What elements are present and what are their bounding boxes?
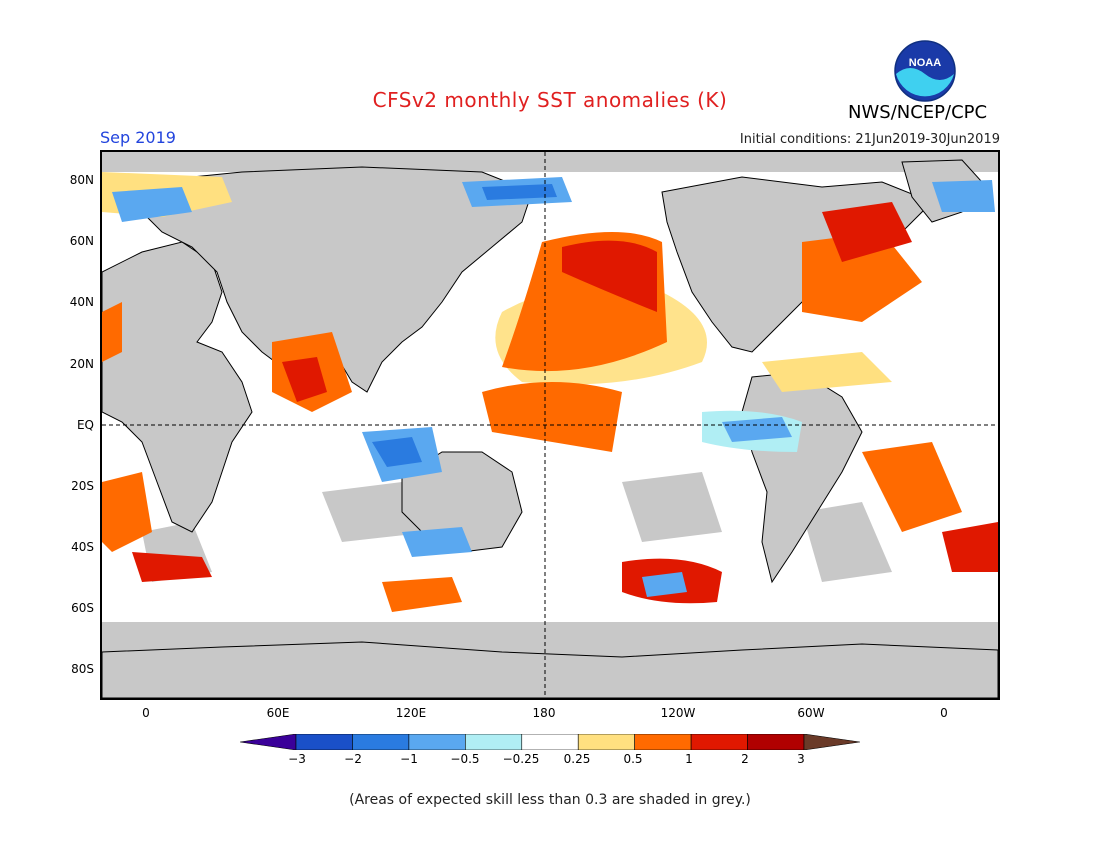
colorbar-tick: −0.5 bbox=[450, 752, 480, 766]
colorbar-tick: 3 bbox=[797, 752, 805, 766]
lon-label-0-right: 0 bbox=[940, 706, 948, 720]
lat-label-20s: 20S bbox=[71, 479, 94, 493]
lat-label-60s: 60S bbox=[71, 601, 94, 615]
map-title: CFSv2 monthly SST anomalies (K) bbox=[372, 88, 728, 112]
sst-anomaly-map bbox=[100, 150, 1000, 700]
colorbar-tick: 0.5 bbox=[623, 752, 643, 766]
svg-text:NOAA: NOAA bbox=[909, 57, 941, 69]
colorbar-tick: 0.25 bbox=[563, 752, 591, 766]
lon-label-120w: 120W bbox=[660, 706, 696, 720]
antarctica-land bbox=[102, 641, 998, 698]
colorbar-segment bbox=[747, 733, 805, 751]
lat-label-20n: 20N bbox=[69, 357, 94, 371]
lon-label-60e: 60E bbox=[266, 706, 290, 720]
lat-label-40s: 40S bbox=[71, 540, 94, 554]
colorbar-min-triangle bbox=[239, 733, 297, 751]
lat-label-eq: EQ bbox=[76, 418, 94, 432]
lat-label-80n: 80N bbox=[69, 173, 94, 187]
colorbar-tick: 1 bbox=[685, 752, 693, 766]
warm-anomalies bbox=[102, 172, 998, 612]
colorbar-tick: −0.25 bbox=[502, 752, 540, 766]
colorbar-segment bbox=[577, 733, 635, 751]
colorbar-segment bbox=[465, 733, 523, 751]
continents bbox=[102, 159, 998, 698]
lat-label-60n: 60N bbox=[69, 234, 94, 248]
colorbar-segment bbox=[521, 733, 579, 751]
skill-footnote: (Areas of expected skill less than 0.3 a… bbox=[349, 792, 751, 808]
australia-land bbox=[401, 451, 523, 553]
agency-label: NWS/NCEP/CPC bbox=[848, 102, 988, 123]
colorbar-tick: −1 bbox=[400, 752, 418, 766]
cool-anomalies bbox=[112, 177, 995, 597]
lon-label-60w: 60W bbox=[797, 706, 825, 720]
colorbar-tick: −3 bbox=[288, 752, 306, 766]
forecast-month: Sep 2019 bbox=[100, 128, 176, 147]
colorbar-segment bbox=[634, 733, 692, 751]
lat-label-40n: 40N bbox=[69, 295, 94, 309]
colorbar-tick: −2 bbox=[344, 752, 362, 766]
colorbar-segment bbox=[295, 733, 353, 751]
lon-label-180: 180 bbox=[532, 706, 556, 720]
lat-label-80s: 80S bbox=[71, 662, 94, 676]
lon-label-120e: 120E bbox=[395, 706, 427, 720]
colorbar-tick: 2 bbox=[741, 752, 749, 766]
colorbar-segment bbox=[690, 733, 748, 751]
colorbar-segment bbox=[352, 733, 410, 751]
noaa-logo: NOAA bbox=[894, 40, 956, 102]
colorbar bbox=[239, 733, 861, 751]
initial-conditions: Initial conditions: 21Jun2019-30Jun2019 bbox=[739, 132, 1000, 147]
colorbar-max-triangle bbox=[803, 733, 861, 751]
colorbar-segment bbox=[408, 733, 466, 751]
lon-label-0: 0 bbox=[142, 706, 150, 720]
